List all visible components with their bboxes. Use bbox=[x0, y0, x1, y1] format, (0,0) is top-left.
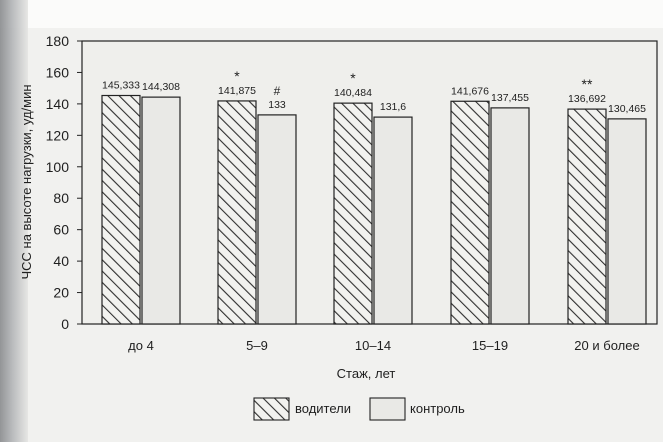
y-tick-label: 20 bbox=[53, 285, 69, 301]
y-tick-label: 160 bbox=[46, 64, 70, 80]
driver-value-label: 145,333 bbox=[102, 80, 140, 92]
y-tick-label: 60 bbox=[53, 222, 69, 238]
control-value-label: 131,6 bbox=[380, 101, 406, 113]
control-value-label: 130,465 bbox=[608, 103, 646, 115]
control-bar bbox=[373, 116, 413, 325]
x-axis: до 4 5–9 10–14 15–19 20 и более bbox=[128, 338, 640, 353]
control-bar bbox=[607, 118, 647, 325]
driver-bar bbox=[333, 102, 373, 325]
x-tick-label: 10–14 bbox=[355, 338, 391, 353]
legend-control-swatch bbox=[369, 397, 406, 421]
top-paper-band bbox=[0, 0, 663, 28]
driver-significance-marker: * bbox=[234, 68, 240, 84]
legend-drivers-label: водители bbox=[295, 401, 351, 416]
legend-control-label: контроль bbox=[410, 401, 465, 416]
legend-drivers-swatch bbox=[253, 397, 290, 421]
driver-bar bbox=[101, 94, 141, 325]
y-tick-label: 80 bbox=[53, 190, 69, 206]
driver-value-label: 140,484 bbox=[334, 87, 372, 99]
driver-significance-marker: ** bbox=[582, 76, 593, 92]
control-value-label: 133 bbox=[268, 99, 286, 111]
driver-value-label: 136,692 bbox=[568, 93, 606, 105]
x-tick-label: до 4 bbox=[128, 338, 154, 353]
x-tick-label: 20 и более bbox=[574, 338, 639, 353]
y-tick-label: 120 bbox=[46, 127, 70, 143]
legend: водители контроль bbox=[253, 397, 465, 421]
x-tick-label: 15–19 bbox=[472, 338, 508, 353]
driver-value-label: 141,875 bbox=[218, 85, 256, 97]
control-value-label: 137,455 bbox=[491, 92, 529, 104]
control-bar bbox=[257, 114, 297, 325]
driver-bar bbox=[450, 100, 490, 325]
page-edge-shadow bbox=[0, 0, 28, 442]
driver-bar bbox=[217, 100, 257, 325]
control-value-label: 144,308 bbox=[142, 81, 180, 93]
control-bar bbox=[141, 96, 181, 325]
bars bbox=[101, 94, 647, 325]
data-labels: 145,333 144,308 141,875*133# 140,484*131,61… bbox=[102, 68, 646, 115]
y-tick-label: 100 bbox=[46, 159, 70, 175]
y-axis-label: ЧСС на высоте нагрузки, уд/мин bbox=[19, 84, 34, 279]
y-axis: 0 20 40 60 80 100 120 140 160 180 bbox=[46, 33, 82, 332]
y-tick-label: 180 bbox=[46, 33, 70, 49]
y-tick-label: 40 bbox=[53, 253, 69, 269]
control-bar bbox=[490, 107, 530, 325]
x-axis-label: Стаж, лет bbox=[337, 366, 396, 381]
y-tick-label: 140 bbox=[46, 96, 70, 112]
driver-bar bbox=[567, 108, 607, 325]
y-tick-label: 0 bbox=[61, 316, 69, 332]
driver-value-label: 141,676 bbox=[451, 85, 489, 97]
driver-significance-marker: * bbox=[350, 70, 356, 86]
control-significance-marker: # bbox=[274, 84, 281, 98]
x-tick-label: 5–9 bbox=[246, 338, 268, 353]
